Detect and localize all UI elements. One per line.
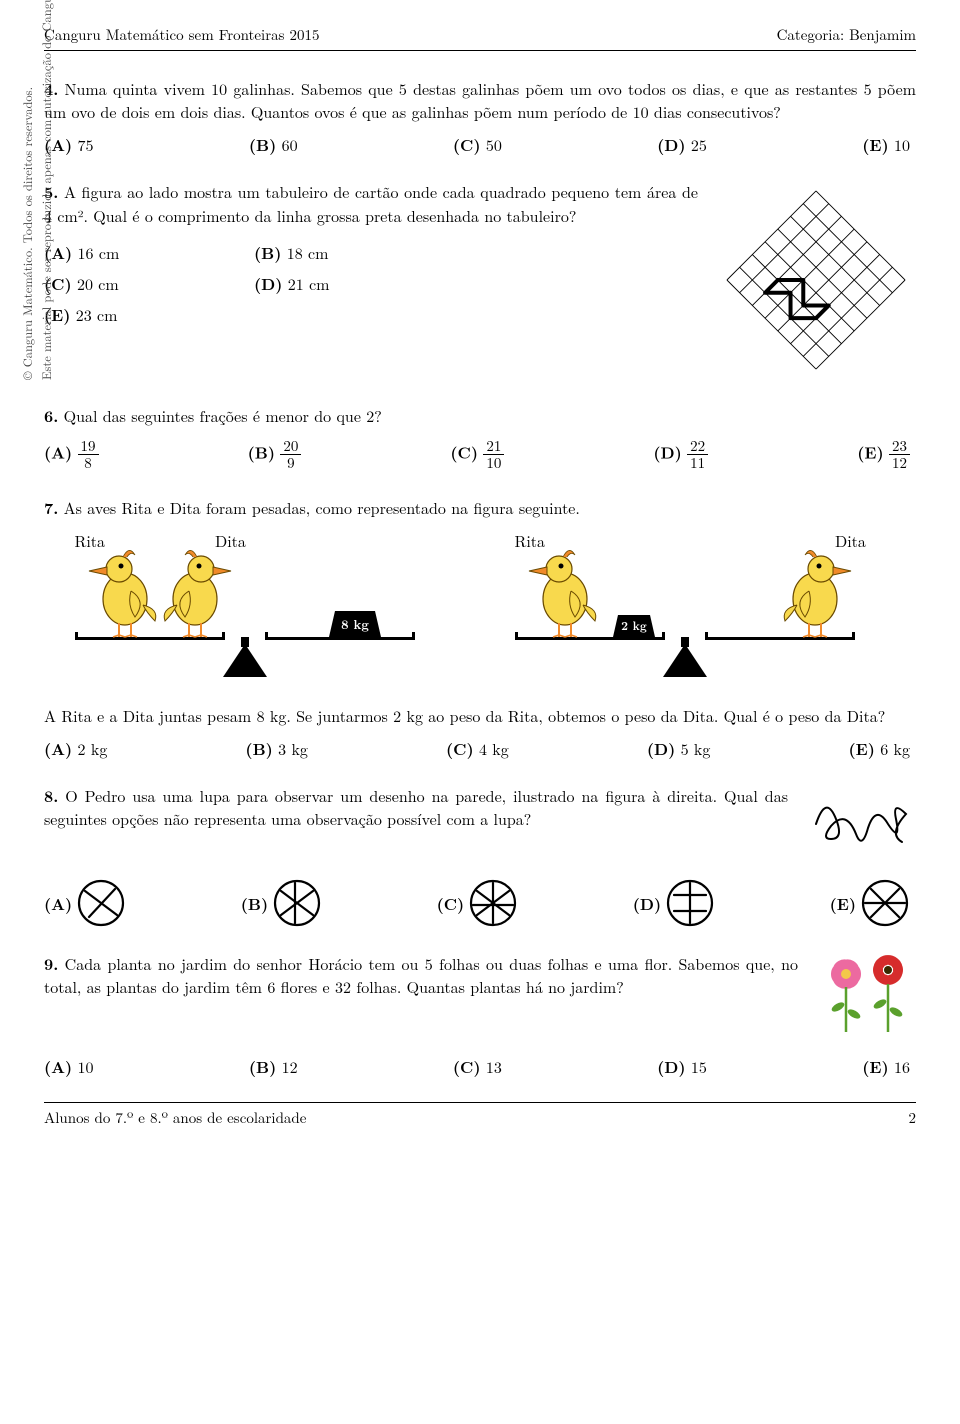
q6-text: Qual das seguintes frações é menor do qu… [64,404,382,427]
q6-number: 6. [44,404,58,427]
q8-options: (A) (B) (C) (D) (E) [44,878,916,928]
question-7: 7. As aves Rita e Dita foram pesadas, co… [44,496,916,761]
svg-text:Dita: Dita [835,529,866,552]
q9-opt-a: (A) 10 [44,1055,94,1078]
header-right: Categoria: Benjamim [777,24,916,46]
q8-opt-b: (B) [241,878,322,928]
q6-opt-c: (C) 2110 [450,438,504,472]
q8-opt-a: (A) [44,878,126,928]
q6-opt-b: (B) 209 [248,438,302,472]
balance-scales-figure: Rita Dita 8 kg Rita 2 kg Dita [44,529,916,699]
q5-options: (A) 16 cm (B) 18 cm (C) 20 cm (D) 21 cm … [44,241,464,335]
svg-text:Rita: Rita [515,529,545,552]
q6-options: (A) 198 (B) 209 (C) 2110 (D) 2211 (E) 23… [44,438,916,472]
q5-opt-c: (C) 20 cm [44,272,254,295]
q8-number: 8. [44,784,58,807]
diamond-board-figure [716,180,916,380]
q8-opt-d: (D) [633,878,715,928]
q8-opt-c: (C) [437,878,519,928]
q4-text: Numa quinta vivem 10 galinhas. Sabemos q… [44,77,916,123]
lens-icon [272,878,322,928]
q9-opt-d: (D) 15 [657,1055,707,1078]
lens-icon [76,878,126,928]
footer-right: 2 [908,1107,916,1129]
q4-opt-d: (D) 25 [657,133,707,156]
q4-options: (A) 75 (B) 60 (C) 50 (D) 25 (E) 10 [44,133,916,156]
header-rule [44,50,916,51]
header-left: Canguru Matemático sem Fronteiras 2015 [44,24,320,46]
q5-text: A figura ao lado mostra um tabuleiro de … [44,180,698,226]
q9-opt-c: (C) 13 [453,1055,502,1078]
copyright-sidebar: © Canguru Matemático. Todos os direitos … [18,0,56,380]
svg-text:8 kg: 8 kg [341,614,369,633]
q7-opt-e: (E) 6 kg [848,737,910,760]
svg-text:2 kg: 2 kg [621,616,647,634]
q7-options: (A) 2 kg (B) 3 kg (C) 4 kg (D) 5 kg (E) … [44,737,916,760]
q4-opt-b: (B) 60 [249,133,298,156]
lens-icon [860,878,910,928]
q5-opt-b: (B) 18 cm [254,241,464,264]
question-8: 8. O Pedro usa uma lupa para observar um… [44,784,916,928]
q6-opt-a: (A) 198 [44,438,99,472]
q8-opt-e: (E) [830,878,910,928]
q9-number: 9. [44,952,58,975]
q4-opt-e: (E) 10 [862,133,910,156]
q4-opt-c: (C) 50 [453,133,502,156]
q5-opt-a: (A) 16 cm [44,241,254,264]
copyright-line2: Este material pode ser reproduzido apena… [37,0,56,380]
q7-opt-a: (A) 2 kg [44,737,107,760]
flowers-figure [816,952,916,1037]
q7-opt-b: (B) 3 kg [245,737,308,760]
page-footer: Alunos do 7.º e 8.º anos de escolaridade… [44,1107,916,1129]
q7-opt-d: (D) 5 kg [647,737,711,760]
squiggle-figure [806,784,916,864]
lens-icon [665,878,715,928]
question-4: 4. Numa quinta vivem 10 galinhas. Sabemo… [44,77,916,157]
svg-text:Rita: Rita [75,529,105,552]
question-9: 9. Cada planta no jardim do senhor Horác… [44,952,916,1078]
q9-text: Cada planta no jardim do senhor Horácio … [44,952,798,998]
q7-text1: As aves Rita e Dita foram pesadas, como … [64,496,580,519]
q9-opt-e: (E) 16 [862,1055,910,1078]
footer-left: Alunos do 7.º e 8.º anos de escolaridade [44,1107,306,1129]
footer-rule [44,1102,916,1103]
q8-text: O Pedro usa uma lupa para observar um de… [44,784,788,830]
q5-opt-e: (E) 23 cm [44,303,254,326]
q7-text2: A Rita e a Dita juntas pesam 8 kg. Se ju… [44,704,916,727]
question-5: 5. A figura ao lado mostra um tabuleiro … [44,180,916,380]
q6-opt-d: (D) 2211 [653,438,708,472]
q6-opt-e: (E) 2312 [857,438,910,472]
q7-number: 7. [44,496,58,519]
lens-icon [468,878,518,928]
q7-opt-c: (C) 4 kg [446,737,509,760]
q9-options: (A) 10 (B) 12 (C) 13 (D) 15 (E) 16 [44,1055,916,1078]
copyright-line1: © Canguru Matemático. Todos os direitos … [18,0,37,380]
question-6: 6. Qual das seguintes frações é menor do… [44,404,916,471]
page-header: Canguru Matemático sem Fronteiras 2015 C… [44,24,916,46]
svg-text:Dita: Dita [215,529,246,552]
q5-opt-d: (D) 21 cm [254,272,464,295]
q9-opt-b: (B) 12 [249,1055,298,1078]
